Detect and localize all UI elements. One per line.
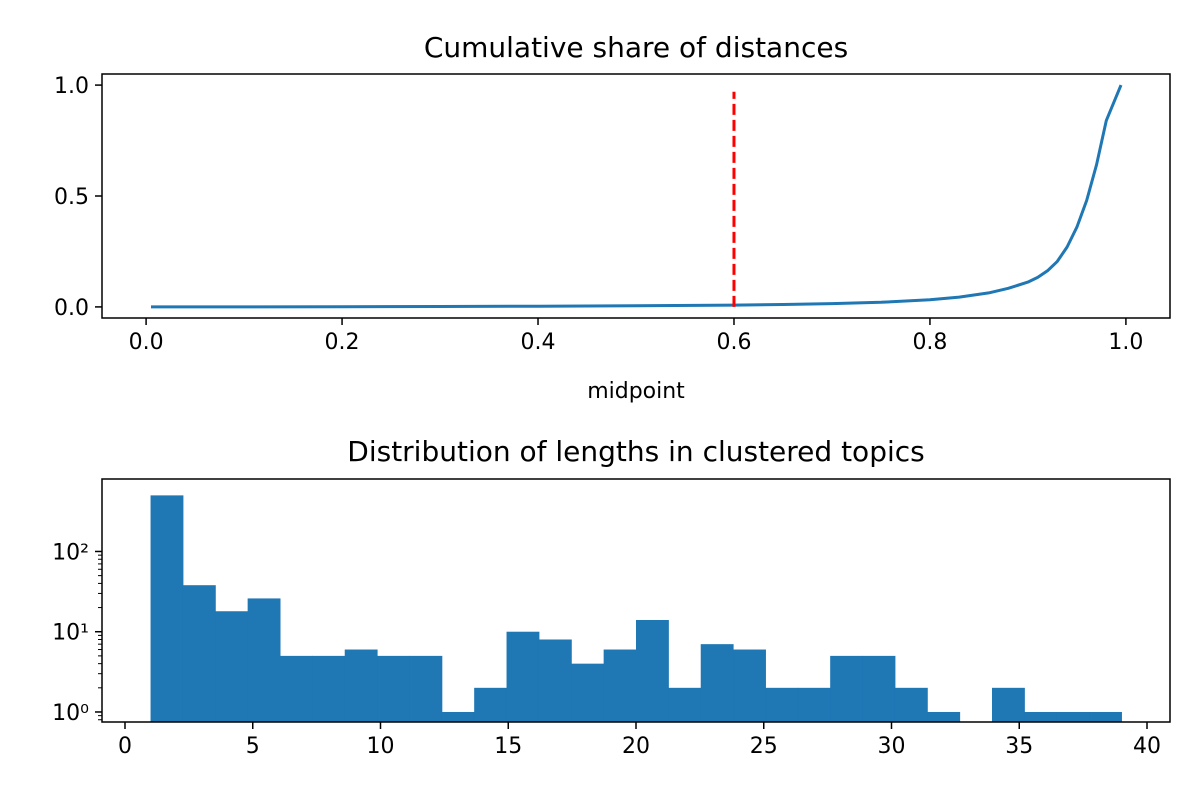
histogram-bar <box>344 649 378 722</box>
histogram-bar <box>182 585 216 722</box>
histogram-bar <box>571 663 605 722</box>
histogram-bar <box>992 687 1025 722</box>
histogram-bar <box>150 495 184 722</box>
x-tick-label: 30 <box>878 734 906 759</box>
histogram-bar <box>700 644 734 722</box>
histogram-bar <box>862 655 896 722</box>
histogram-bar <box>377 655 410 722</box>
x-tick-label: 0.8 <box>912 330 947 355</box>
histogram-bar <box>215 611 249 722</box>
series-line <box>151 84 1123 309</box>
x-tick-label: 10 <box>366 734 394 759</box>
plot-area: 0 5 10 15 20 25 30 35 40 10⁰ 10¹ 10² <box>52 495 1161 759</box>
y-tick-label: 10² <box>52 540 89 565</box>
histogram-bar <box>894 687 928 722</box>
y-tick-label: 10¹ <box>52 621 89 646</box>
histogram-bar <box>474 687 508 722</box>
y-tick-label: 1.0 <box>54 74 89 99</box>
histogram-bar <box>280 655 313 722</box>
histogram-bar <box>830 655 864 722</box>
histogram-bar <box>441 711 475 722</box>
histogram-bar <box>312 655 346 722</box>
axes-frame <box>101 73 1171 319</box>
x-tick-label: 5 <box>246 734 260 759</box>
histogram-bar <box>1056 711 1090 722</box>
histogram-bar <box>506 631 540 722</box>
y-tick-label: 10⁰ <box>52 701 89 726</box>
histogram-bar <box>538 639 572 722</box>
y-tick-label: 0.0 <box>54 296 89 321</box>
y-tick-label: 0.5 <box>54 185 89 210</box>
x-tick-label: 0.6 <box>716 330 751 355</box>
histogram-bar <box>603 649 637 722</box>
histogram-bar <box>797 687 831 722</box>
histogram-bar <box>636 620 669 722</box>
histogram-bar <box>1024 711 1058 722</box>
x-tick-label: 0.4 <box>521 330 556 355</box>
chart-title: Cumulative share of distances <box>424 31 848 64</box>
x-tick-label: 0.0 <box>129 330 164 355</box>
histogram-bar <box>247 598 281 722</box>
chart-title: Distribution of lengths in clustered top… <box>347 435 924 468</box>
x-tick-label: 20 <box>622 734 650 759</box>
histogram-bar <box>927 711 961 722</box>
x-tick-label: 40 <box>1133 734 1161 759</box>
plot-area: 0.0 0.2 0.4 0.6 0.8 1.0 0.0 0.5 1.0 <box>54 74 1143 355</box>
x-tick-label: 25 <box>750 734 778 759</box>
cumulative-chart: Cumulative share of distances midpoint 0… <box>54 31 1171 404</box>
histogram-bar <box>765 687 799 722</box>
x-tick-label: 1.0 <box>1108 330 1143 355</box>
x-tick-label: 0.2 <box>325 330 360 355</box>
x-tick-label: 35 <box>1005 734 1033 759</box>
histogram-bar <box>733 649 766 722</box>
histogram-chart: Distribution of lengths in clustered top… <box>52 435 1171 759</box>
histogram-bar <box>668 687 702 722</box>
histogram-bar <box>409 655 443 722</box>
histogram-bar <box>1089 711 1122 722</box>
x-axis-label: midpoint <box>587 379 685 404</box>
axes-frame <box>101 478 1171 723</box>
x-tick-label: 15 <box>494 734 522 759</box>
x-tick-label: 0 <box>118 734 132 759</box>
